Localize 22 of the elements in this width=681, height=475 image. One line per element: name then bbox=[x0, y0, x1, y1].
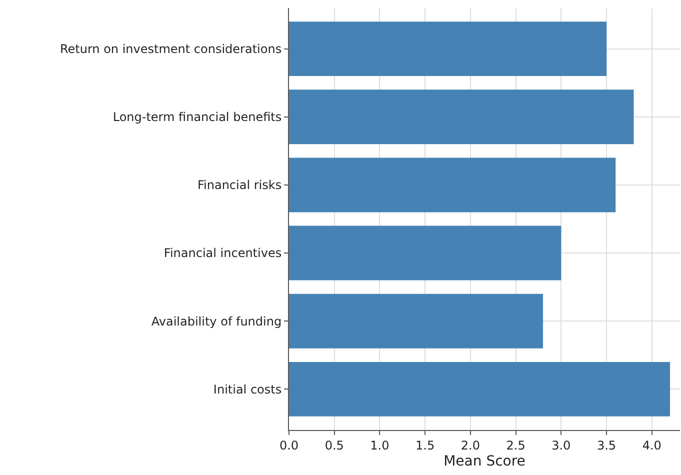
x-tick-label: 0.5 bbox=[324, 438, 344, 452]
y-tick-label: Return on investment considerations bbox=[60, 42, 282, 56]
x-tick-label: 1.5 bbox=[416, 438, 435, 452]
x-axis-title: Mean Score bbox=[444, 454, 526, 470]
bar bbox=[289, 362, 670, 416]
x-tick-label: 3.0 bbox=[552, 438, 571, 452]
y-tick-label: Long-term financial benefits bbox=[112, 110, 282, 124]
y-tick-label: Financial risks bbox=[198, 178, 282, 192]
bar bbox=[289, 226, 562, 280]
x-tick-label: 1.0 bbox=[370, 438, 390, 452]
y-tick-label: Availability of funding bbox=[151, 314, 282, 328]
bar bbox=[289, 90, 634, 144]
x-tick-label: 2.0 bbox=[460, 438, 480, 452]
x-tick-label: 3.5 bbox=[596, 438, 616, 452]
x-tick-label: 0.0 bbox=[279, 438, 299, 452]
y-tick-label: Financial incentives bbox=[164, 246, 282, 260]
bar bbox=[289, 294, 544, 348]
bar bbox=[289, 22, 607, 76]
y-tick-label: Initial costs bbox=[213, 382, 282, 396]
x-tick-label: 2.5 bbox=[506, 438, 526, 452]
x-tick-label: 4.0 bbox=[642, 438, 662, 452]
bar bbox=[289, 158, 616, 212]
